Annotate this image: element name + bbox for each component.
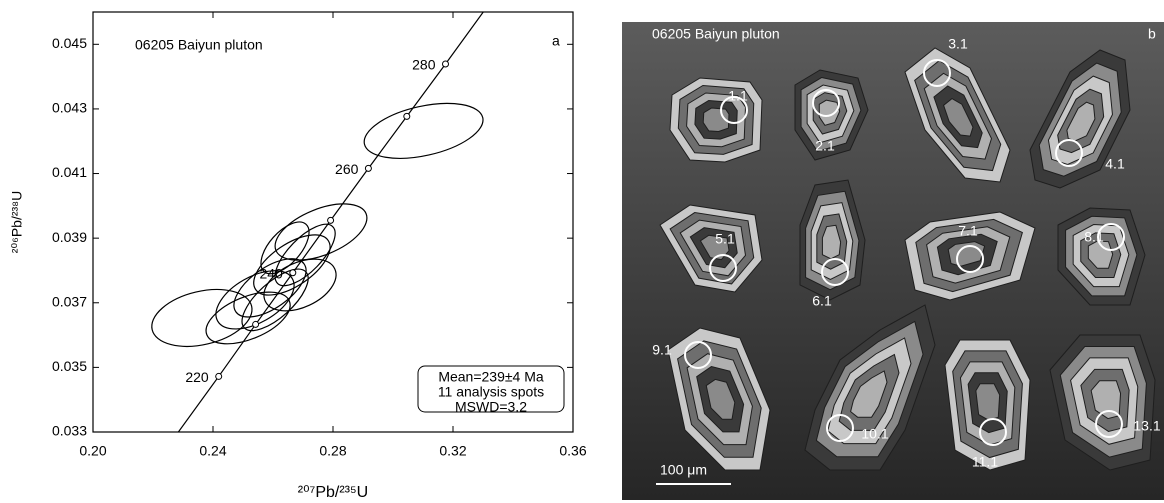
y-tick-label: 0.039: [52, 229, 87, 245]
spot-label: 9.1: [652, 342, 672, 358]
spot-label: 7.1: [958, 223, 978, 239]
spot-label: 8.1: [1084, 229, 1104, 245]
panel-label: b: [1148, 26, 1156, 42]
annotation: 11 analysis spots: [438, 384, 544, 400]
scale-bar-label: 100 μm: [660, 462, 707, 478]
error-ellipse: [363, 102, 484, 159]
age-marker: [327, 216, 335, 224]
age-marker: [252, 320, 260, 328]
error-ellipse: [253, 234, 331, 296]
zircon-zone: [821, 224, 842, 260]
analysis-spot: [826, 414, 854, 442]
age-label: 280: [412, 57, 436, 73]
spot-label: 10.1: [861, 426, 888, 442]
error-ellipse: [274, 223, 336, 287]
analysis-spot: [720, 96, 748, 124]
zircon-zone: [699, 234, 730, 261]
plot-area: [151, 12, 485, 432]
age-label: 240: [259, 265, 283, 281]
analysis-spot: [812, 89, 840, 117]
x-tick-label: 0.24: [199, 443, 226, 459]
x-tick-label: 0.36: [559, 443, 586, 459]
spot-label: 1.1: [728, 88, 748, 104]
analysis-spot: [956, 245, 984, 273]
x-tick-label: 0.32: [439, 443, 466, 459]
y-tick-label: 0.035: [52, 358, 87, 374]
age-label: 260: [335, 161, 359, 177]
zircon-zone: [705, 378, 736, 420]
analysis-spot: [709, 254, 737, 282]
spot-label: 13.1: [1133, 418, 1160, 434]
zircon-zone: [1090, 380, 1122, 420]
image-title: 06205 Baiyun pluton: [652, 26, 780, 42]
zircon-zone: [818, 99, 841, 126]
panel-label: a: [552, 33, 560, 49]
y-tick-label: 0.043: [52, 100, 87, 116]
age-marker: [403, 112, 411, 120]
error-ellipse: [151, 288, 253, 347]
error-ellipse: [233, 258, 307, 318]
annotation: MSWD=3.2: [455, 399, 527, 415]
annotation-box: [417, 365, 565, 413]
error-ellipse: [241, 268, 309, 332]
analysis-spot: [1097, 223, 1125, 251]
annotation: Mean=239±4 Ma: [438, 369, 544, 385]
y-tick-label: 0.045: [52, 35, 87, 51]
analysis-spot: [821, 258, 849, 286]
spot-label: 2.1: [815, 138, 835, 154]
x-axis-label: ²⁰⁷Pb/²³⁵U: [298, 484, 368, 501]
analysis-spot: [684, 341, 712, 369]
analysis-spot: [979, 418, 1007, 446]
spot-label: 5.1: [715, 231, 735, 247]
spot-label: 3.1: [948, 36, 968, 52]
age-marker: [215, 372, 223, 380]
y-tick-label: 0.037: [52, 293, 87, 309]
age-marker: [289, 269, 297, 277]
spot-label: 4.1: [1105, 156, 1125, 172]
age-label: 220: [185, 369, 209, 385]
error-ellipse: [260, 221, 310, 275]
analysis-spot: [1095, 410, 1123, 438]
plot-title: 06205 Baiyun pluton: [135, 37, 263, 53]
zircon-zone: [942, 98, 974, 137]
age-marker: [364, 164, 372, 172]
zircon-zone: [850, 370, 888, 418]
y-tick-label: 0.033: [52, 423, 87, 439]
age-marker: [442, 60, 449, 68]
y-axis-label: ²⁰⁶Pb/²³⁸U: [9, 191, 25, 253]
error-ellipse: [205, 291, 291, 345]
analysis-spot: [923, 59, 951, 87]
x-tick-label: 0.20: [79, 443, 106, 459]
error-ellipse: [215, 270, 295, 330]
spot-label: 11.1: [972, 454, 998, 470]
zircon-zone: [975, 383, 1001, 421]
x-tick-label: 0.28: [319, 443, 346, 459]
y-tick-label: 0.041: [52, 164, 87, 180]
concordia-extension: [177, 376, 220, 432]
spot-label: 6.1: [812, 293, 832, 309]
analysis-spot: [1055, 139, 1083, 167]
concordia-extension: [445, 12, 485, 65]
